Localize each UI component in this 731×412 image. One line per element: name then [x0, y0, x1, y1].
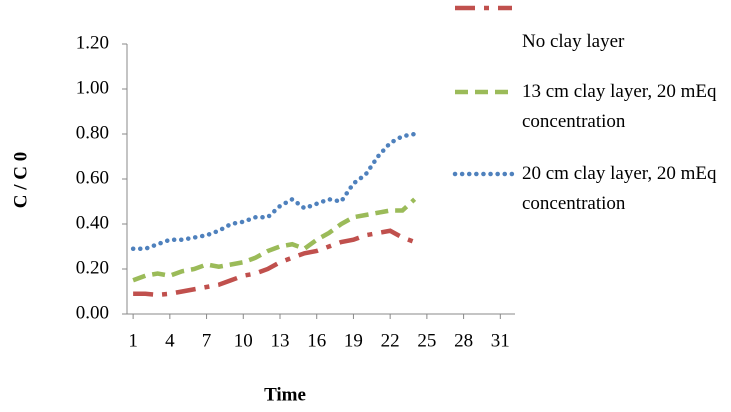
x-tick-label: 16	[307, 330, 326, 351]
x-tick-label: 28	[454, 330, 473, 351]
line-series	[132, 197, 417, 283]
line-series	[133, 228, 416, 298]
x-tick-label: 25	[417, 330, 436, 351]
legend-label: 13 cm clay layer, 20 mEq concentration	[522, 81, 717, 132]
legend-label: No clay layer	[522, 31, 625, 52]
x-tick-label: 7	[202, 330, 212, 351]
x-tick-label: 13	[270, 330, 289, 351]
y-tick-label: 0.00	[76, 302, 109, 323]
x-axis-title: Time	[264, 384, 306, 405]
x-tick-label: 10	[234, 330, 253, 351]
y-axis-title: C / C 0	[10, 152, 31, 208]
legend-label: 20 cm clay layer, 20 mEq concentration	[522, 163, 717, 214]
x-tick-label: 1	[128, 330, 138, 351]
y-tick-label: 0.40	[76, 212, 109, 233]
y-tick-label: 1.20	[76, 32, 109, 53]
y-tick-label: 1.00	[76, 77, 109, 98]
y-tick-label: 0.60	[76, 167, 109, 188]
x-tick-label: 4	[165, 330, 175, 351]
x-tick-label: 19	[344, 330, 363, 351]
x-tick-label: 22	[381, 330, 400, 351]
line-series	[130, 131, 417, 251]
x-tick-label: 31	[491, 330, 510, 351]
y-tick-label: 0.80	[76, 122, 109, 143]
y-tick-label: 0.20	[76, 257, 109, 278]
